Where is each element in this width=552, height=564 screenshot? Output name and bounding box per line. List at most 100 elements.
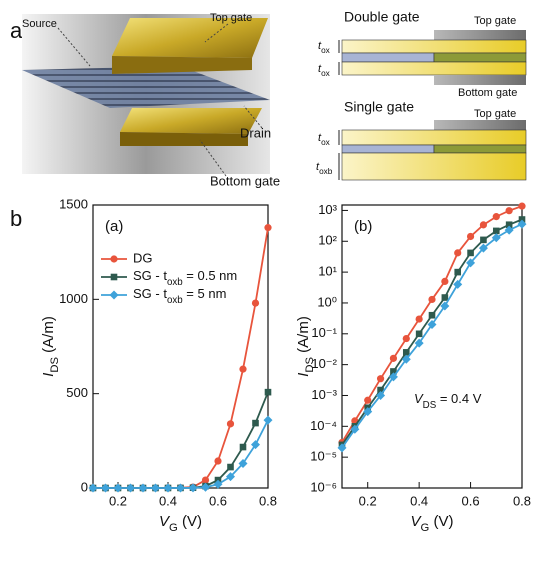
y-tick-label: 10⁻¹ <box>311 325 337 340</box>
gate-layer <box>434 120 526 130</box>
point <box>517 219 527 229</box>
x-tick-label: 0.8 <box>259 493 277 508</box>
y-axis-label: IDS (A/m) <box>40 316 61 377</box>
point <box>188 483 198 493</box>
oxide-layer <box>341 152 527 181</box>
point <box>201 482 210 492</box>
x-tick-label: 0.6 <box>209 493 227 508</box>
y-tick-label: 10⁻³ <box>311 387 337 402</box>
point <box>251 440 260 450</box>
bottom-gate-label: Bottom gate <box>458 87 517 99</box>
series-line <box>93 419 269 489</box>
y-tick-label: 1000 <box>59 291 88 306</box>
illustration <box>22 14 270 177</box>
y-tick-label: 0 <box>81 479 88 494</box>
point <box>414 338 424 348</box>
legend-label: SG - toxb = 0.5 nm <box>133 268 237 288</box>
plot-frame <box>341 204 523 489</box>
source-label: Source <box>22 18 57 30</box>
y-tick-label: 10⁻⁶ <box>310 479 337 494</box>
point <box>389 354 398 362</box>
leader-line <box>204 23 229 43</box>
oxide-layer <box>341 39 527 54</box>
x-axis-label: VG (V) <box>411 513 454 534</box>
point <box>176 483 185 493</box>
point <box>226 472 235 482</box>
point <box>402 349 410 356</box>
point <box>427 320 437 330</box>
chart: 10⁻⁶ 10⁻⁵ 10⁻⁴ 10⁻³ 10⁻² 10⁻¹ 10⁰ 10¹ 10² 10³ 0.2 0… <box>295 202 531 534</box>
point <box>466 232 475 241</box>
y-tick-label: 10⁻² <box>311 356 337 371</box>
point <box>201 476 210 484</box>
y-axis-label: IDS (A/m) <box>295 316 316 377</box>
point <box>238 458 248 468</box>
point <box>163 483 173 493</box>
point <box>251 299 260 307</box>
panel-label: (b) <box>354 218 372 235</box>
point <box>504 225 514 235</box>
tox-label: tox <box>318 63 331 78</box>
point <box>428 295 436 304</box>
point <box>109 290 119 300</box>
channel-layer <box>341 144 435 154</box>
point <box>428 311 436 319</box>
tox-label: tox <box>318 132 331 147</box>
top-gate-label: Top gate <box>474 15 516 27</box>
point <box>388 372 398 382</box>
channel <box>22 66 270 108</box>
point <box>454 249 462 257</box>
point <box>401 354 411 364</box>
legend-label: SG - toxb = 5 nm <box>133 286 226 306</box>
channel-layer <box>433 144 527 154</box>
panel-label: b <box>10 206 22 231</box>
channel-layer <box>433 52 527 63</box>
point <box>110 273 118 281</box>
point <box>126 483 135 493</box>
point <box>350 424 360 434</box>
schematic <box>338 30 527 181</box>
point <box>441 294 449 301</box>
oxide-layer <box>341 61 527 76</box>
point <box>478 243 488 253</box>
point <box>376 375 385 383</box>
point <box>227 463 234 471</box>
point <box>252 419 259 427</box>
top-gate-label: Top gate <box>474 108 516 120</box>
point <box>402 334 410 343</box>
x-tick-label: 0.6 <box>462 493 480 508</box>
point <box>364 396 372 404</box>
bottom-gate-label: Bottom gate <box>210 173 280 188</box>
legend-label: DG <box>133 250 153 265</box>
point <box>480 236 487 244</box>
y-tick-label: 10² <box>318 233 337 248</box>
point <box>390 368 397 375</box>
point <box>454 268 462 276</box>
point <box>376 390 386 400</box>
annotation: VDS = 0.4 V <box>414 391 482 411</box>
point <box>415 330 423 338</box>
single-gate-label: Single gate <box>344 99 414 115</box>
point <box>505 221 513 229</box>
point <box>101 483 110 493</box>
point <box>492 213 500 221</box>
point <box>377 386 384 394</box>
x-tick-label: 0.4 <box>410 493 428 508</box>
point <box>440 301 450 311</box>
y-tick-label: 1500 <box>59 196 88 211</box>
toxb-label: toxb <box>316 161 333 176</box>
point <box>453 279 463 289</box>
panel-label: (a) <box>105 218 123 235</box>
point <box>213 479 223 489</box>
bottom-gate-edge <box>120 132 248 146</box>
oxide-layer <box>341 129 527 146</box>
chart: 0 500 1000 1500 0.2 0.4 0.6 0.8 VG (V) IDS (A/m) (… <box>40 196 277 534</box>
point <box>505 207 513 215</box>
y-tick-label: 10⁻⁴ <box>310 418 337 433</box>
point <box>264 388 272 396</box>
point <box>337 443 347 453</box>
gate-layer <box>434 75 526 85</box>
point <box>491 233 501 243</box>
point <box>264 224 272 232</box>
